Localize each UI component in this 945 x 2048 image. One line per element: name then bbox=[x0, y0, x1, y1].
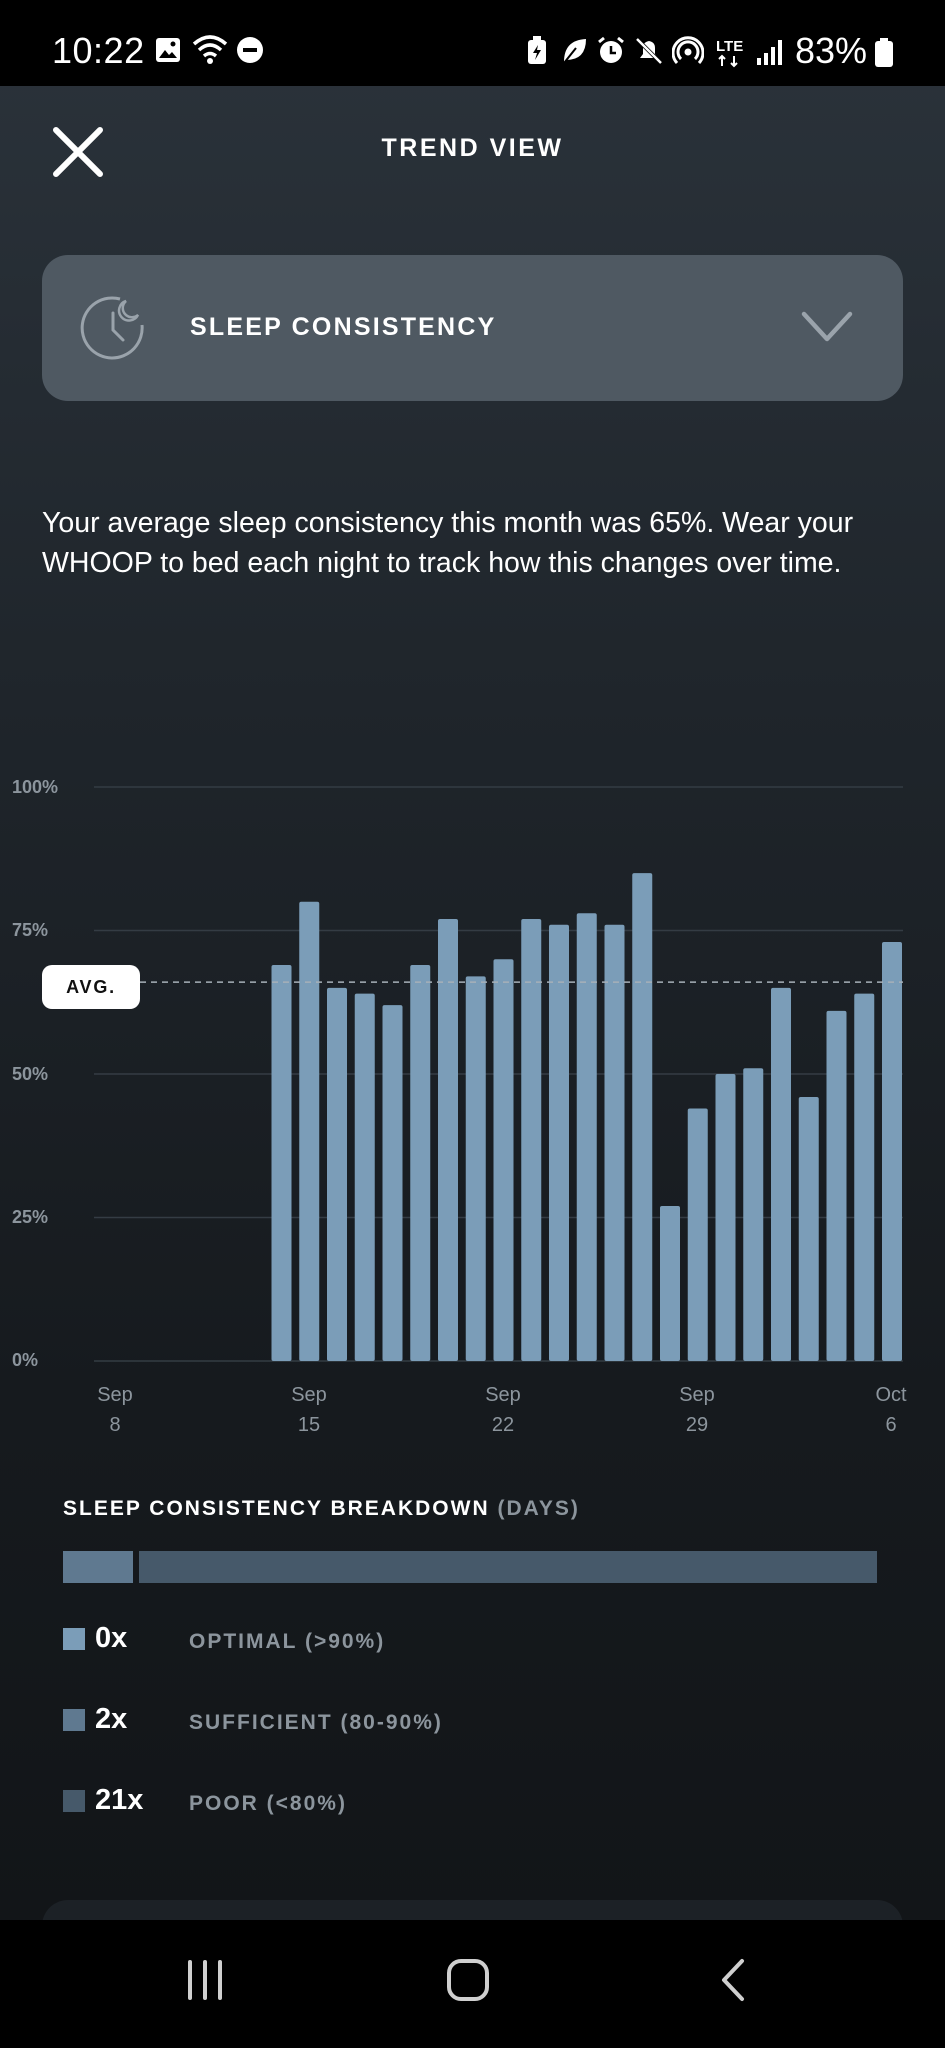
recents-icon[interactable] bbox=[184, 1958, 226, 2002]
bar-oct-3 bbox=[798, 1096, 819, 1361]
bar-sep-29 bbox=[687, 1108, 708, 1361]
breakdown-segment-sufficient bbox=[63, 1551, 134, 1583]
y-tick-75: 75% bbox=[12, 920, 49, 940]
bar-oct-5 bbox=[854, 993, 875, 1361]
lte-icon bbox=[718, 54, 738, 68]
breakdown-title: SLEEP CONSISTENCY BREAKDOWN (DAYS) bbox=[63, 1497, 580, 1521]
metric-selector-dropdown[interactable]: SLEEP CONSISTENCY bbox=[42, 255, 903, 401]
breakdown-row-optimal: 0x OPTIMAL (>90%) bbox=[63, 1622, 663, 1662]
battery-icon bbox=[875, 38, 893, 67]
page-title: TREND VIEW bbox=[381, 134, 564, 162]
bar-sep-19 bbox=[410, 964, 431, 1361]
bar-oct-1 bbox=[743, 1068, 764, 1361]
bar-sep-21 bbox=[465, 976, 486, 1361]
status-time: 10:22 bbox=[52, 30, 145, 71]
legend-swatch-poor bbox=[63, 1790, 85, 1812]
bar-oct-4 bbox=[826, 1010, 847, 1361]
bar-sep-16 bbox=[327, 987, 347, 1361]
bar-oct-2 bbox=[771, 987, 791, 1361]
breakdown-count-sufficient: 2x bbox=[95, 1703, 128, 1735]
chevron-down-icon bbox=[801, 311, 853, 342]
status-bar: 10:22 LTE bbox=[0, 0, 945, 86]
bar-sep-24 bbox=[549, 924, 569, 1361]
summary-text: Your average sleep consistency this mont… bbox=[42, 507, 854, 579]
y-tick-50: 50% bbox=[12, 1064, 49, 1084]
x-tick-month: Sep bbox=[97, 1384, 133, 1406]
gallery-icon bbox=[156, 38, 180, 62]
x-tick-month: Sep bbox=[291, 1384, 327, 1406]
bar-sep-23 bbox=[521, 919, 542, 1361]
y-tick-25: 25% bbox=[12, 1207, 49, 1227]
x-tick-sep-22: Sep 22 bbox=[463, 1380, 543, 1440]
breakdown-label-poor: POOR (<80%) bbox=[189, 1792, 347, 1815]
sleep-consistency-clock-icon bbox=[80, 296, 144, 360]
lte-label: LTE bbox=[716, 38, 744, 55]
close-icon[interactable] bbox=[50, 124, 106, 180]
x-tick-sep-29: Sep 29 bbox=[657, 1380, 737, 1440]
breakdown-label-sufficient: SUFFICIENT (80-90%) bbox=[189, 1711, 443, 1734]
x-tick-month: Oct bbox=[875, 1384, 907, 1406]
breakdown-row-poor: 21x POOR (<80%) bbox=[63, 1784, 663, 1824]
x-tick-sep-15: Sep 15 bbox=[269, 1380, 349, 1440]
wifi-icon bbox=[192, 35, 228, 64]
x-tick-month: Sep bbox=[679, 1384, 715, 1406]
y-tick-100: 100% bbox=[12, 777, 59, 797]
bar-sep-25 bbox=[576, 913, 597, 1361]
y-tick-0: 0% bbox=[12, 1350, 39, 1370]
x-tick-day: 15 bbox=[297, 1414, 321, 1436]
battery-saver-icon bbox=[528, 36, 546, 64]
breakdown-title-text: SLEEP CONSISTENCY BREAKDOWN bbox=[63, 1497, 490, 1520]
leaf-icon bbox=[563, 39, 586, 64]
bar-sep-30 bbox=[715, 1074, 736, 1361]
average-badge: AVG. bbox=[42, 965, 140, 1009]
breakdown-label-optimal: OPTIMAL (>90%) bbox=[189, 1630, 386, 1653]
x-tick-day: 29 bbox=[685, 1414, 709, 1436]
selector-label: SLEEP CONSISTENCY bbox=[190, 313, 497, 341]
x-tick-day: 8 bbox=[109, 1414, 121, 1436]
bar-sep-18 bbox=[382, 1005, 403, 1361]
bar-sep-22 bbox=[493, 959, 514, 1361]
bar-sep-27 bbox=[632, 873, 653, 1361]
breakdown-count-optimal: 0x bbox=[95, 1622, 128, 1654]
x-tick-month: Sep bbox=[485, 1384, 521, 1406]
navigation-bar bbox=[0, 1920, 945, 2048]
bar-oct-6 bbox=[882, 941, 902, 1361]
breakdown-segment-poor bbox=[139, 1551, 877, 1583]
legend-swatch-optimal bbox=[63, 1628, 85, 1650]
bar-sep-17 bbox=[354, 993, 375, 1361]
breakdown-row-sufficient: 2x SUFFICIENT (80-90%) bbox=[63, 1703, 663, 1743]
signal-icon bbox=[757, 40, 782, 65]
chart-plot bbox=[94, 786, 903, 1362]
bar-sep-15 bbox=[299, 901, 320, 1361]
alarm-icon bbox=[598, 36, 624, 63]
x-tick-day: 22 bbox=[491, 1414, 515, 1436]
bar-sep-28 bbox=[660, 1206, 680, 1361]
breakdown-unit: (DAYS) bbox=[497, 1497, 580, 1520]
bar-sep-26 bbox=[604, 924, 625, 1361]
x-tick-sep-8: Sep 8 bbox=[75, 1380, 155, 1440]
bar-sep-20 bbox=[438, 919, 458, 1361]
battery-percent: 83% bbox=[795, 30, 868, 71]
back-icon[interactable] bbox=[718, 1958, 748, 2002]
sleep-consistency-chart: 100% 75% 50% 25% 0% Sep 8 Sep 15 Sep 22 … bbox=[0, 760, 945, 1460]
hotspot-icon bbox=[672, 36, 704, 65]
dnd-icon bbox=[237, 37, 263, 63]
legend-swatch-sufficient bbox=[63, 1709, 85, 1731]
breakdown-count-poor: 21x bbox=[95, 1784, 144, 1816]
x-tick-day: 6 bbox=[885, 1414, 897, 1436]
home-icon[interactable] bbox=[446, 1958, 490, 2002]
mute-icon bbox=[635, 37, 663, 65]
bar-sep-14 bbox=[271, 964, 292, 1361]
x-tick-oct-6: Oct 6 bbox=[851, 1380, 931, 1440]
